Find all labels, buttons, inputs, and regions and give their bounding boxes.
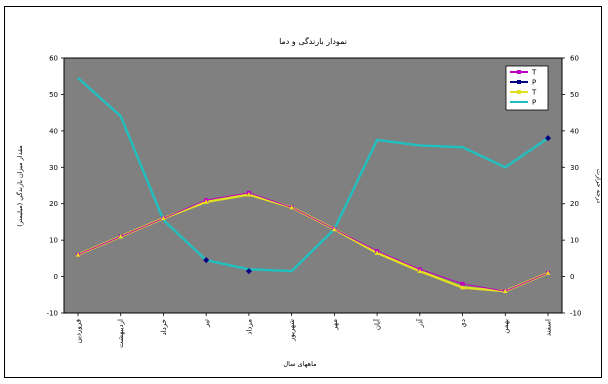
x-tick-label: فروردين bbox=[75, 319, 83, 343]
legend-label: T bbox=[531, 69, 537, 77]
data-point bbox=[118, 234, 124, 239]
x-tick-label: بهمن bbox=[502, 319, 510, 334]
data-point bbox=[245, 268, 252, 275]
y-tick-label-left: 30 bbox=[49, 164, 58, 172]
y-tick-label-right: 50 bbox=[570, 91, 579, 99]
y-tick-label-left: 60 bbox=[49, 55, 58, 63]
legend-label: P bbox=[532, 79, 536, 87]
data-point bbox=[203, 199, 209, 204]
y-tick-label-left: 40 bbox=[49, 127, 58, 135]
y-tick-label-left: 50 bbox=[49, 91, 58, 99]
data-point bbox=[545, 135, 551, 142]
y-axis-label-left: مقدار ميزان بارندگي (ميليمتر) bbox=[16, 145, 24, 227]
plot-area bbox=[63, 57, 563, 314]
x-tick-label: آبان bbox=[373, 318, 382, 330]
x-tick-label: دي bbox=[459, 319, 467, 328]
y-tick-label-right: 40 bbox=[570, 127, 579, 135]
y-tick-label-left: 20 bbox=[49, 200, 58, 208]
data-point bbox=[502, 288, 508, 294]
data-point bbox=[545, 270, 551, 275]
data-point bbox=[460, 281, 465, 286]
legend-marker bbox=[517, 80, 521, 84]
series-line-3 bbox=[77, 77, 549, 273]
data-point bbox=[160, 215, 166, 221]
x-tick-label: تير bbox=[203, 319, 211, 328]
data-point bbox=[460, 285, 466, 290]
x-tick-label: آذر bbox=[415, 318, 424, 328]
x-tick-label: مهر bbox=[331, 319, 339, 331]
x-tick-label: ارديبهشت bbox=[117, 319, 125, 348]
x-axis: فروردين ارديبهشت خرداد تير مرداد شهريور مهر آبا… bbox=[75, 313, 553, 348]
data-point bbox=[246, 192, 252, 197]
legend-marker bbox=[517, 90, 521, 94]
y-tick-label-right: 20 bbox=[570, 200, 579, 208]
data-point bbox=[289, 204, 295, 210]
series-markers bbox=[75, 135, 551, 294]
legend-marker bbox=[517, 70, 521, 74]
x-axis-label: ماههای سال bbox=[283, 360, 316, 368]
y-axis-right: -10 0 10 20 30 40 50 60 bbox=[562, 55, 581, 318]
y-tick-label-right: 10 bbox=[570, 237, 579, 245]
data-point bbox=[331, 226, 337, 232]
x-tick-label: خرداد bbox=[160, 319, 168, 335]
y-tick-label-right: 0 bbox=[570, 273, 574, 281]
y-axis-label-right: درجه حرارت bbox=[595, 169, 603, 203]
data-point bbox=[75, 252, 81, 257]
data-point bbox=[203, 257, 210, 264]
chart-title: نمودار بارندگی و دما bbox=[279, 36, 347, 46]
y-tick-label-right: 60 bbox=[570, 55, 579, 63]
y-axis-left: -10 0 10 20 30 40 50 60 bbox=[47, 55, 64, 318]
y-tick-label-right: 30 bbox=[570, 164, 579, 172]
x-tick-label: شهريور bbox=[288, 319, 296, 342]
x-tick-label: مرداد bbox=[245, 319, 253, 335]
x-tick-label: اسفند bbox=[545, 319, 553, 336]
data-point bbox=[374, 250, 380, 255]
y-tick-label-left: -10 bbox=[47, 310, 58, 318]
series-lines bbox=[77, 77, 549, 293]
y-tick-label-left: 0 bbox=[54, 273, 58, 281]
data-point bbox=[417, 268, 423, 274]
series-line-0 bbox=[77, 192, 549, 292]
legend-label: P bbox=[532, 99, 536, 107]
y-tick-label-left: 10 bbox=[49, 237, 58, 245]
legend-label: T bbox=[531, 89, 537, 97]
y-tick-label-right: -10 bbox=[570, 310, 581, 318]
